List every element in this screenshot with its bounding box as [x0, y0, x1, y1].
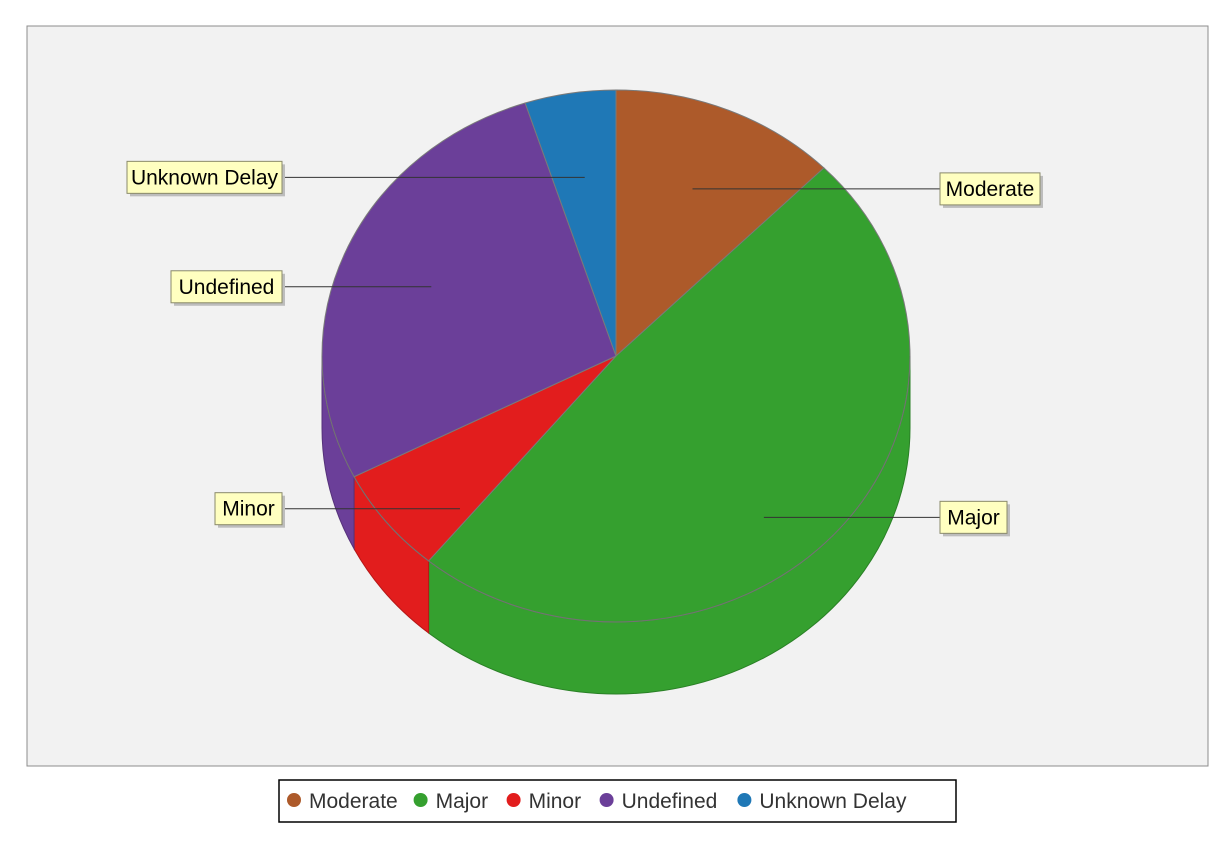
label-text: Moderate	[946, 178, 1035, 201]
legend-label: Moderate	[309, 790, 398, 813]
legend-item-minor[interactable]: Minor	[506, 790, 582, 813]
legend-marker	[737, 793, 752, 807]
label-text: Major	[947, 506, 1000, 529]
label-text: Unknown Delay	[131, 166, 279, 189]
legend: Moderate Major Minor Undefined Unknown Delay	[278, 779, 957, 823]
label-box	[126, 160, 283, 194]
label-box	[939, 500, 1008, 534]
legend-label: Undefined	[622, 790, 718, 813]
slice-label-layer: Moderate Major Minor Undefined Unknown Delay	[126, 160, 1043, 537]
label-box	[214, 492, 283, 526]
slice-label-major: Major	[763, 500, 1010, 537]
label-box	[170, 270, 283, 304]
legend-item-major[interactable]: Major	[413, 790, 489, 813]
legend-box	[278, 779, 957, 823]
pie-top-faces	[321, 89, 911, 623]
label-text: Undefined	[179, 276, 275, 299]
legend-marker	[599, 793, 614, 807]
label-box	[939, 172, 1041, 206]
legend-marker	[413, 793, 428, 807]
slice-label-undefined: Undefined	[170, 270, 432, 306]
legend-label: Unknown Delay	[759, 790, 907, 813]
legend-label: Minor	[529, 790, 582, 813]
slice-label-minor: Minor	[214, 492, 460, 528]
slice-label-unknown-delay: Unknown Delay	[126, 160, 585, 197]
legend-item-undefined[interactable]: Undefined	[599, 790, 718, 813]
label-text: Minor	[222, 498, 275, 521]
legend-marker	[506, 793, 521, 807]
legend-item-unknown-delay[interactable]: Unknown Delay	[737, 790, 907, 813]
slice-label-moderate: Moderate	[692, 172, 1043, 208]
pie-slice-unknown-delay[interactable]	[524, 89, 617, 357]
pie-layer	[321, 89, 911, 695]
pie-slice-moderate[interactable]	[615, 89, 825, 358]
pie-rim	[321, 355, 911, 623]
legend-label: Major	[436, 790, 489, 813]
legend-item-moderate[interactable]: Moderate	[287, 790, 398, 813]
legend-marker	[287, 793, 301, 807]
legend-items: Moderate Major Minor Undefined Unknown Delay	[287, 790, 907, 813]
